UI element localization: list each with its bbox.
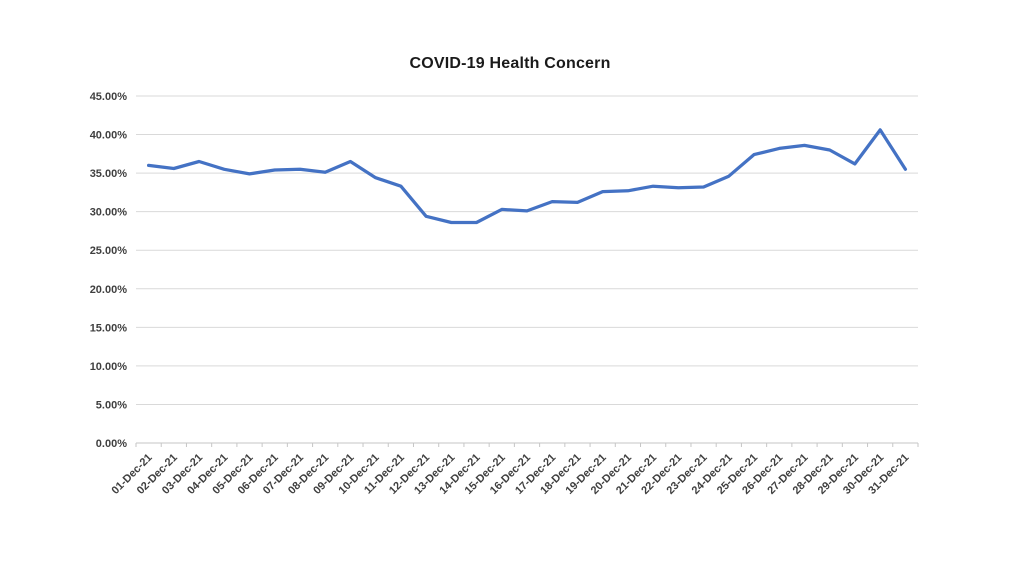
- y-tick-label: 10.00%: [90, 361, 128, 373]
- data-polyline: [146, 128, 908, 225]
- y-tick-label: 5.00%: [96, 399, 127, 411]
- y-tick-label: 30.00%: [90, 207, 128, 219]
- chart-title: COVID-19 Health Concern: [409, 55, 611, 72]
- y-tick-label: 35.00%: [90, 168, 128, 180]
- y-tick-label: 15.00%: [90, 322, 128, 334]
- y-tick-label: 0.00%: [96, 438, 127, 450]
- y-tick-label: 45.00%: [90, 91, 128, 103]
- y-tick-label: 20.00%: [90, 284, 128, 296]
- y-tick-label: 40.00%: [90, 130, 128, 142]
- y-tick-label: 25.00%: [90, 245, 128, 257]
